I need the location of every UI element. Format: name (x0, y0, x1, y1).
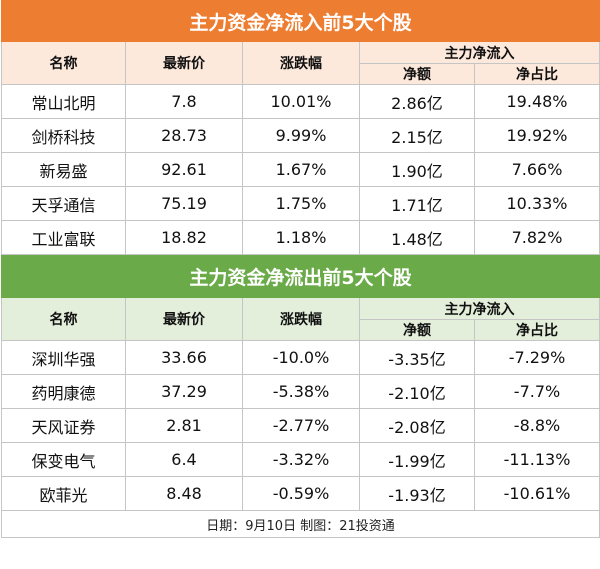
inflow-cell-net: 1.71亿 (359, 186, 475, 221)
capital-flow-table: 主力资金净流入前5大个股 名称 最新价 涨跌幅 主力净流入 净额 净占比 常山北… (0, 0, 600, 538)
inflow-cell-ratio: 7.66% (473, 152, 600, 187)
outflow-cell-net: -3.35亿 (359, 340, 475, 375)
inflow-table-row: 天孚通信 75.19 1.75% 1.71亿 10.33% (1, 186, 600, 221)
footer-note: 日期：9月10日 制图：21投资通 (0, 510, 600, 538)
outflow-cell-name: 保变电气 (1, 442, 126, 477)
inflow-table-row: 新易盛 92.61 1.67% 1.90亿 7.66% (1, 152, 600, 187)
inflow-header-net: 净额 (359, 63, 475, 85)
inflow-title-row: 主力资金净流入前5大个股 (0, 0, 600, 42)
outflow-cell-price: 8.48 (125, 476, 243, 511)
outflow-header-name: 名称 (1, 297, 126, 341)
inflow-cell-price: 7.8 (125, 84, 243, 119)
inflow-rows: 常山北明 7.8 10.01% 2.86亿 19.48% 剑桥科技 28.73 9.99% 2.… (1, 84, 600, 255)
inflow-header-ratio: 净占比 (473, 63, 600, 85)
outflow-cell-name: 药明康德 (1, 374, 126, 409)
outflow-cell-ratio: -11.13% (473, 442, 600, 477)
inflow-cell-price: 92.61 (125, 152, 243, 187)
inflow-header-price: 最新价 (125, 41, 243, 85)
outflow-header-change: 涨跌幅 (242, 297, 360, 341)
inflow-cell-ratio: 19.48% (473, 84, 600, 119)
inflow-subheader-row: 净额 净占比 (2, 63, 600, 85)
outflow-header-row: 名称 最新价 涨跌幅 主力净流入 (1, 297, 600, 341)
outflow-cell-name: 深圳华强 (1, 340, 126, 375)
outflow-cell-change: -0.59% (242, 476, 360, 511)
footer-row: 日期：9月10日 制图：21投资通 (0, 510, 600, 538)
outflow-cell-name: 欧菲光 (1, 476, 126, 511)
inflow-cell-price: 28.73 (125, 118, 243, 153)
inflow-cell-ratio: 19.92% (473, 118, 600, 153)
outflow-cell-name: 天风证券 (1, 408, 126, 443)
outflow-cell-price: 6.4 (125, 442, 243, 477)
outflow-rows: 深圳华强 33.66 -10.0% -3.35亿 -7.29% 药明康德 37.29 -5.3… (1, 340, 600, 511)
outflow-cell-price: 2.81 (125, 408, 243, 443)
inflow-cell-name: 常山北明 (1, 84, 126, 119)
outflow-cell-net: -1.93亿 (359, 476, 475, 511)
outflow-table-row: 药明康德 37.29 -5.38% -2.10亿 -7.7% (1, 374, 600, 409)
outflow-table-row: 深圳华强 33.66 -10.0% -3.35亿 -7.29% (1, 340, 600, 375)
outflow-header-group: 主力净流入 (358, 297, 600, 320)
outflow-header-ratio: 净占比 (473, 319, 600, 341)
inflow-header-group: 主力净流入 (358, 41, 600, 64)
inflow-cell-change: 1.67% (242, 152, 360, 187)
outflow-table-row: 欧菲光 8.48 -0.59% -1.93亿 -10.61% (1, 476, 600, 511)
inflow-cell-net: 1.48亿 (359, 220, 475, 255)
outflow-cell-change: -5.38% (242, 374, 360, 409)
inflow-cell-change: 9.99% (242, 118, 360, 153)
outflow-header-price: 最新价 (125, 297, 243, 341)
inflow-cell-change: 1.75% (242, 186, 360, 221)
inflow-cell-name: 剑桥科技 (1, 118, 126, 153)
inflow-header-change: 涨跌幅 (242, 41, 360, 85)
outflow-table-row: 天风证券 2.81 -2.77% -2.08亿 -8.8% (1, 408, 600, 443)
inflow-cell-name: 新易盛 (1, 152, 126, 187)
outflow-title: 主力资金净流出前5大个股 (0, 254, 600, 298)
inflow-table-row: 常山北明 7.8 10.01% 2.86亿 19.48% (1, 84, 600, 119)
outflow-table-row: 保变电气 6.4 -3.32% -1.99亿 -11.13% (1, 442, 600, 477)
inflow-table-row: 工业富联 18.82 1.18% 1.48亿 7.82% (1, 220, 600, 255)
inflow-table-row: 剑桥科技 28.73 9.99% 2.15亿 19.92% (1, 118, 600, 153)
inflow-cell-ratio: 7.82% (473, 220, 600, 255)
inflow-cell-net: 2.86亿 (359, 84, 475, 119)
inflow-header-name: 名称 (1, 41, 126, 85)
inflow-cell-name: 天孚通信 (1, 186, 126, 221)
inflow-header-row: 名称 最新价 涨跌幅 主力净流入 (1, 41, 600, 85)
outflow-cell-price: 33.66 (125, 340, 243, 375)
inflow-cell-net: 1.90亿 (359, 152, 475, 187)
outflow-title-row: 主力资金净流出前5大个股 (0, 254, 600, 298)
outflow-header-net: 净额 (359, 319, 475, 341)
inflow-cell-change: 10.01% (242, 84, 360, 119)
outflow-cell-ratio: -7.29% (473, 340, 600, 375)
outflow-cell-change: -2.77% (242, 408, 360, 443)
inflow-cell-name: 工业富联 (1, 220, 126, 255)
outflow-cell-ratio: -8.8% (473, 408, 600, 443)
outflow-cell-net: -1.99亿 (359, 442, 475, 477)
outflow-subheader-row: 净额 净占比 (2, 319, 600, 341)
outflow-cell-ratio: -10.61% (473, 476, 600, 511)
outflow-cell-change: -3.32% (242, 442, 360, 477)
outflow-cell-ratio: -7.7% (473, 374, 600, 409)
inflow-title: 主力资金净流入前5大个股 (0, 0, 600, 42)
inflow-cell-price: 18.82 (125, 220, 243, 255)
inflow-cell-change: 1.18% (242, 220, 360, 255)
outflow-head: 主力资金净流出前5大个股 名称 最新价 涨跌幅 主力净流入 净额 净占比 (0, 254, 600, 341)
outflow-cell-net: -2.08亿 (359, 408, 475, 443)
outflow-cell-price: 37.29 (125, 374, 243, 409)
inflow-cell-net: 2.15亿 (359, 118, 475, 153)
outflow-cell-change: -10.0% (242, 340, 360, 375)
inflow-cell-ratio: 10.33% (473, 186, 600, 221)
inflow-cell-price: 75.19 (125, 186, 243, 221)
outflow-cell-net: -2.10亿 (359, 374, 475, 409)
